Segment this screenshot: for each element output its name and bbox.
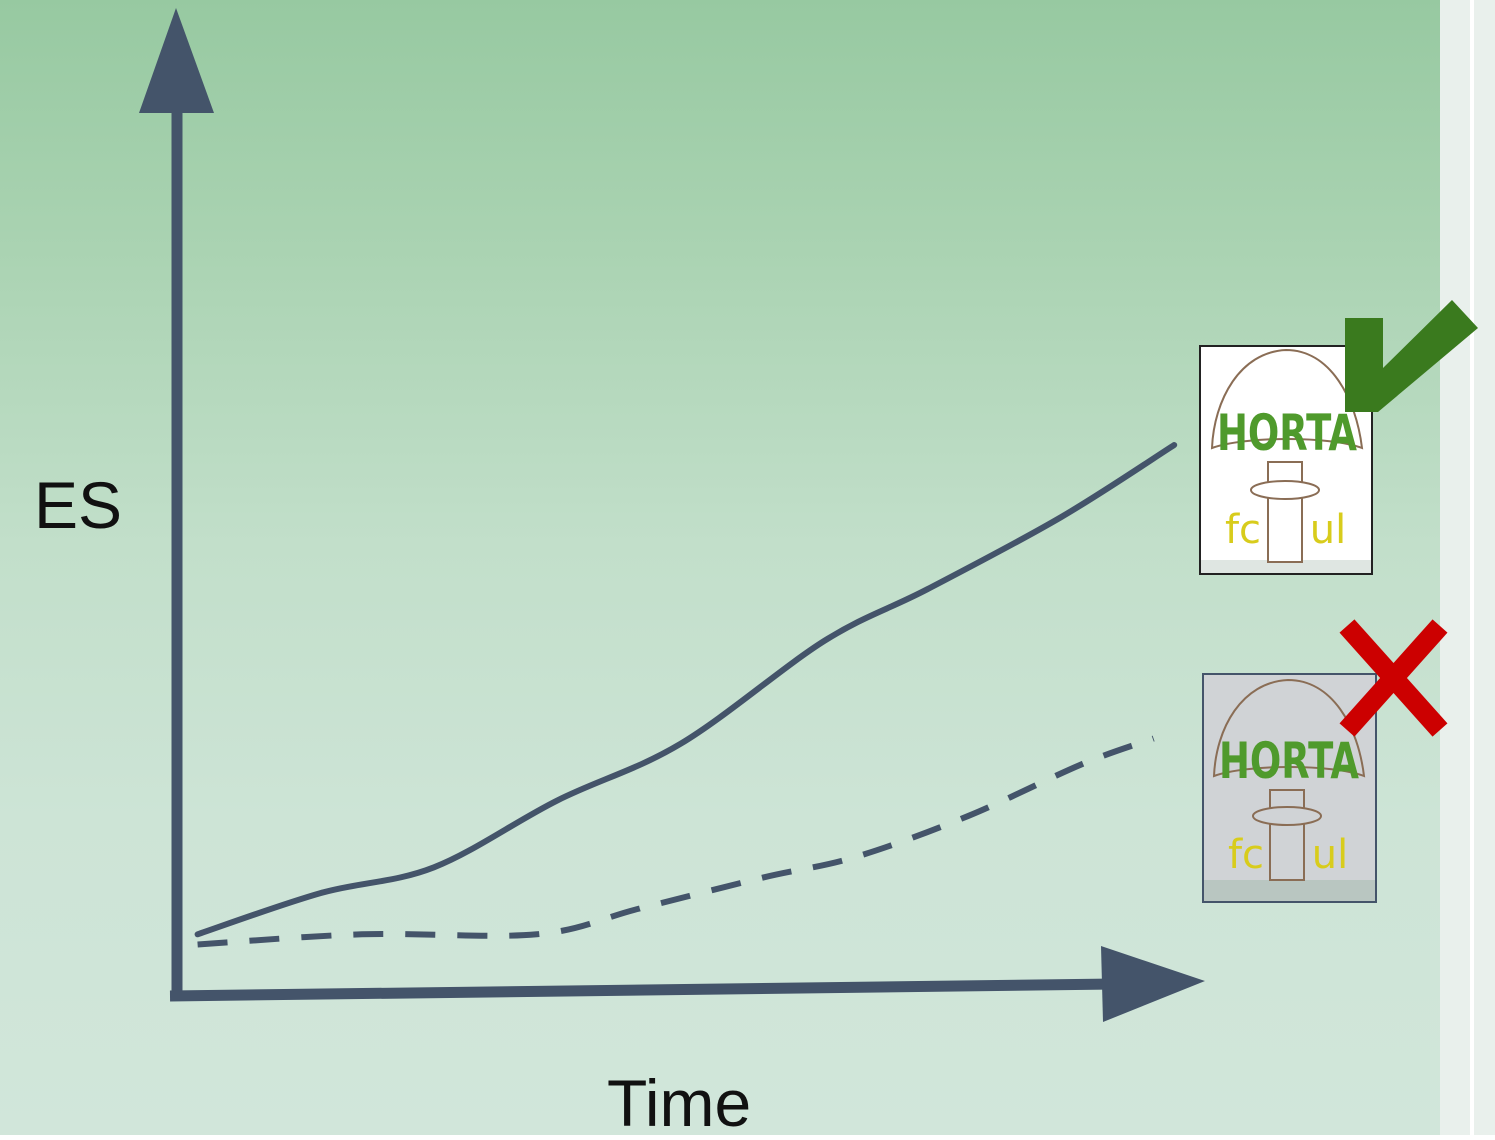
- mushroom-ring: [1250, 480, 1320, 500]
- logo-bottom-ul: ul: [1312, 832, 1348, 878]
- mushroom-cap: [1210, 348, 1364, 450]
- x-axis-arrow: [1101, 946, 1205, 1022]
- mushroom-stem: [1267, 461, 1303, 563]
- logo-bottom-fc: fc: [1228, 832, 1264, 878]
- edge-line: [1470, 0, 1474, 1135]
- logo-bottom-title: HORTA: [1219, 732, 1359, 790]
- cross-icon: [1339, 619, 1448, 737]
- horta-fcul-logo-faded: HORTA fc ul: [1202, 673, 1377, 903]
- check-icon: [1345, 300, 1478, 412]
- logo-top-ul: ul: [1310, 507, 1346, 553]
- series-line-dashed: [197, 735, 1155, 948]
- series-line-solid: [194, 442, 1178, 938]
- y-axis-label: ES: [34, 468, 123, 542]
- y-axis-arrow: [139, 8, 214, 113]
- right-edge-strip: [1440, 0, 1495, 1135]
- x-axis-label: Time: [607, 1066, 752, 1140]
- mushroom-stem-faded: [1269, 789, 1305, 881]
- x-axis-line: [169, 978, 1116, 1002]
- mushroom-cap-faded: [1212, 678, 1366, 778]
- horta-fcul-logo: HORTA fc ul: [1199, 345, 1373, 575]
- mushroom-ring-faded: [1252, 806, 1322, 826]
- logo-top-title: HORTA: [1217, 404, 1357, 462]
- logo-top-fc: fc: [1225, 507, 1261, 553]
